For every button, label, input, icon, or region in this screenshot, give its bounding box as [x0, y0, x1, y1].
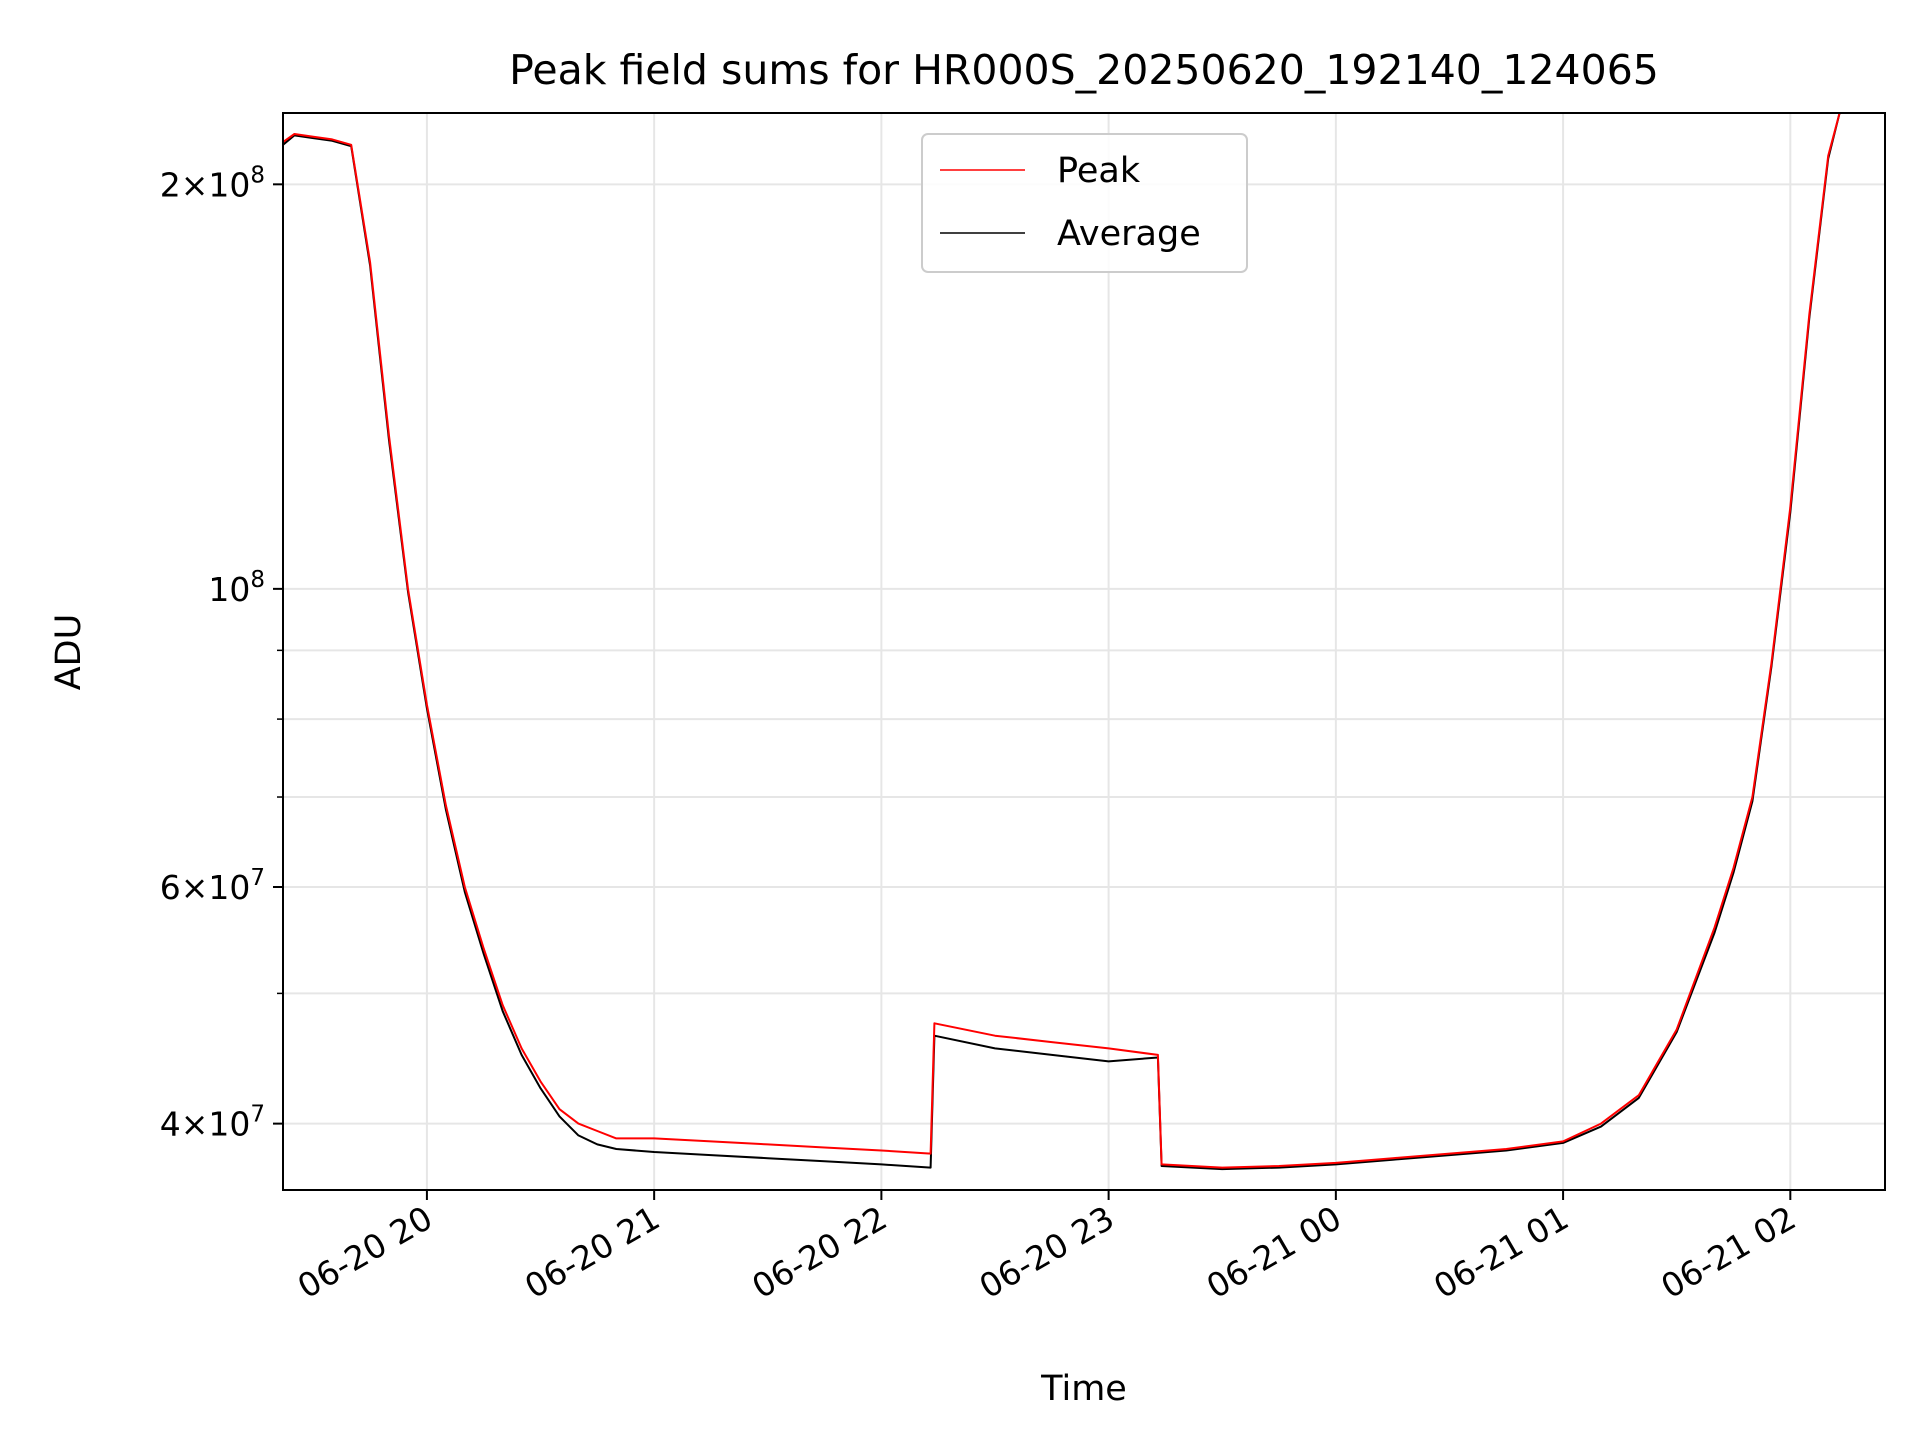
y-tick-label: 4×107: [160, 1102, 265, 1144]
x-tick-label: 06-21 00: [1200, 1198, 1348, 1306]
x-tick-label: 06-21 02: [1654, 1198, 1802, 1306]
legend-peak-label: Peak: [1057, 151, 1141, 191]
x-tick-label: 06-20 23: [973, 1198, 1121, 1306]
x-axis: 06-20 20 06-20 21 06-20 22 06-20 23 06-21 00…: [291, 1190, 1802, 1306]
y-tick-label: 6×107: [160, 865, 265, 907]
y-axis: 4×107 6×107 108 2×108: [160, 162, 283, 1144]
plot-frame: [282, 112, 1886, 1191]
x-axis-label: Time: [1040, 1369, 1127, 1409]
chart-title: Peak field sums for HR000S_20250620_1921…: [509, 46, 1659, 94]
y-tick-label: 108: [208, 567, 265, 609]
legend: Peak Average: [921, 133, 1248, 273]
series-layer: [282, 112, 1841, 1171]
legend-average-label: Average: [1057, 214, 1201, 254]
peak-series-line: [282, 112, 1841, 1169]
x-tick-label: 06-20 20: [291, 1198, 439, 1306]
x-tick-label: 06-20 21: [518, 1198, 666, 1306]
x-tick-label: 06-21 01: [1427, 1198, 1575, 1306]
x-tick-label: 06-20 22: [745, 1198, 893, 1306]
legend-box: [921, 133, 1248, 273]
y-axis-label: ADU: [49, 614, 89, 691]
y-tick-label: 2×108: [160, 162, 265, 204]
grid-lines: [283, 113, 1885, 1190]
